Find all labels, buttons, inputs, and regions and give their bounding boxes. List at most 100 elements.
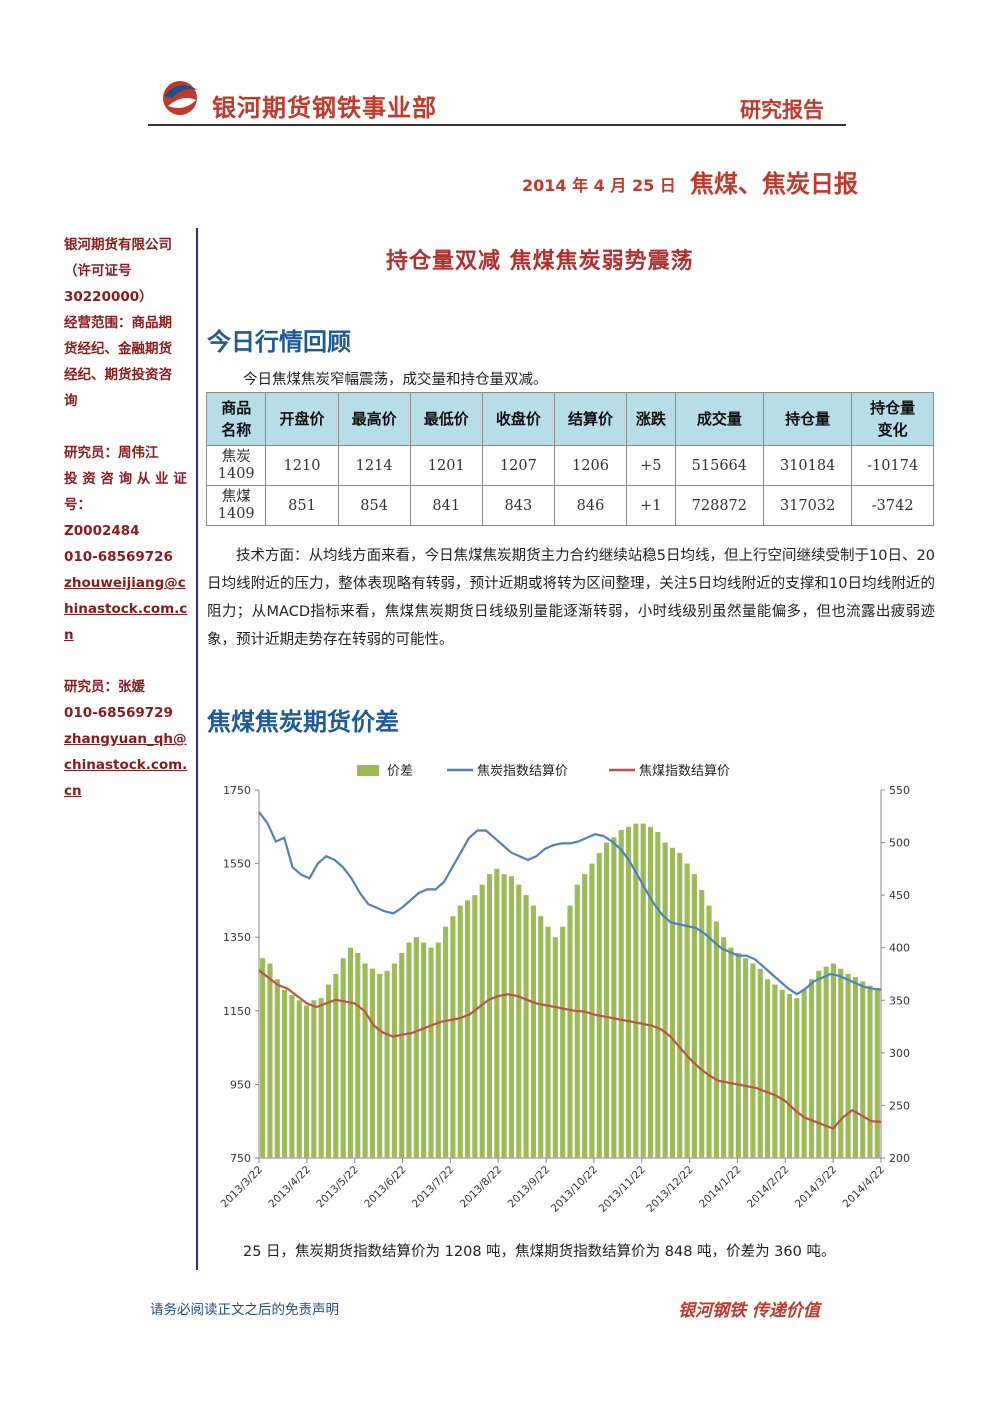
x-axis-tick-label: 2013/11/22 (597, 1164, 648, 1215)
spread-bar (655, 832, 661, 1158)
table-header-cell: 成交量 (674, 392, 765, 446)
right-axis-tick-label: 400 (889, 942, 910, 955)
right-axis-tick-label: 200 (889, 1152, 910, 1165)
spread-bar (523, 895, 529, 1158)
spread-bar (567, 905, 573, 1158)
spread-bar (669, 847, 676, 1158)
right-axis-tick-label: 350 (889, 994, 910, 1007)
spread-bar (713, 921, 719, 1158)
spread-bar (618, 829, 624, 1158)
table-cell: 851 (265, 485, 339, 526)
section-title-market-review: 今日行情回顾 (207, 328, 351, 356)
spread-bar (662, 842, 668, 1158)
x-axis-tick-label: 2014/1/22 (697, 1164, 744, 1211)
spread-bar (677, 853, 683, 1158)
table-cell: 841 (409, 485, 483, 526)
spread-bar (845, 974, 851, 1158)
spread-bar (435, 942, 441, 1158)
footer-slogan: 银河钢铁 传递价值 (678, 1301, 820, 1321)
x-axis-tick-label: 2013/6/22 (362, 1164, 409, 1211)
spread-bar (816, 970, 822, 1158)
disclaimer-note: 请务必阅读正文之后的免责声明 (150, 1302, 339, 1318)
spread-bar (830, 963, 836, 1158)
x-axis-tick-label: 2013/7/22 (410, 1164, 457, 1211)
spread-bar (296, 1000, 302, 1158)
quote-table: 商品 名称 开盘价 最高价 最低价 收盘价 结算价 涨跌 成交量 持仓量 持仓量 变化 焦炭 14… (205, 392, 934, 526)
spread-bar (325, 984, 332, 1158)
legend-swatch-bar (357, 765, 379, 776)
right-axis-tick-label: 500 (889, 837, 910, 850)
spread-bar (735, 952, 741, 1158)
spread-bar (874, 989, 880, 1158)
x-axis-tick-label: 2013/9/22 (506, 1164, 553, 1211)
spread-bar (860, 981, 866, 1158)
spread-bar (867, 985, 873, 1158)
spread-bar (640, 823, 646, 1158)
right-axis-tick-label: 550 (889, 784, 910, 797)
spread-bar (508, 876, 515, 1158)
legend-label: 焦煤指数结算价 (639, 764, 730, 779)
right-axis-tick-label: 450 (889, 889, 910, 902)
company-logo-icon (163, 81, 198, 115)
analyst-1-email-link[interactable]: zhouweijiang@chinastock.com.cn (64, 575, 188, 643)
spread-bar (486, 874, 493, 1158)
spread-bar (852, 977, 858, 1158)
table-cell: 515664 (674, 445, 765, 486)
spread-bar (333, 974, 339, 1158)
spread-bar (450, 916, 456, 1158)
table-cell: 1207 (481, 445, 555, 486)
x-axis-tick-label: 2013/5/22 (314, 1164, 361, 1211)
company-name: 银河期货钢铁事业部 (212, 94, 437, 122)
right-axis-tick-label: 250 (889, 1099, 910, 1112)
spread-bar (384, 970, 390, 1158)
spread-bar (786, 993, 793, 1158)
spread-bar (772, 984, 778, 1158)
technical-analysis-paragraph: 技术方面：从均线方面来看，今日焦煤焦炭期货主力合约继续站稳5日均线，但上行空间继… (207, 548, 935, 648)
table-cell: +1 (626, 485, 676, 526)
analyst-2-email-link[interactable]: zhangyuan_qh@chinastock.com.cn (64, 731, 188, 799)
left-axis-tick-label: 1150 (223, 1005, 251, 1018)
sidebar-divider (196, 228, 198, 1270)
spread-bar (779, 989, 785, 1158)
spread-bar (472, 895, 478, 1158)
table-cell: 317032 (762, 485, 853, 526)
spread-bar (421, 942, 427, 1158)
spread-bar (538, 916, 544, 1158)
spread-bar (340, 958, 346, 1158)
coke-index-line (258, 811, 882, 996)
x-axis-tick-label: 2013/8/22 (458, 1164, 505, 1211)
spread-bar (399, 952, 405, 1158)
spread-bar (545, 926, 551, 1158)
spread-bar (428, 947, 434, 1158)
table-header-row: 商品 名称 开盘价 最高价 最低价 收盘价 结算价 涨跌 成交量 持仓量 持仓量 变化 (205, 392, 934, 446)
spread-bar (728, 947, 734, 1158)
x-axis-tick-label: 2014/2/22 (745, 1164, 792, 1211)
spread-bar (721, 937, 727, 1158)
spread-bar (289, 995, 295, 1158)
spread-bar (304, 1005, 310, 1158)
report-headline: 持仓量双减 焦煤焦炭弱势震荡 (386, 249, 694, 274)
sidebar-company-info: 银河期货有限公司 （许可证号 30220000） 经营范围：商品期 货经纪、金融… (64, 237, 172, 409)
table-header-cell: 收盘价 (481, 392, 555, 446)
table-header-cell: 商品 名称 (205, 392, 267, 446)
spread-bar (560, 926, 566, 1158)
spread-bar (743, 958, 749, 1158)
spread-bar (684, 863, 690, 1158)
table-row: 焦炭 1409 1210 1214 1201 1207 1206 +5 515664 31018… (205, 445, 934, 486)
table-cell: 854 (337, 485, 411, 526)
table-cell: -3742 (851, 485, 934, 526)
spread-bar (413, 937, 419, 1158)
x-axis-tick-label: 2013/12/22 (644, 1164, 695, 1215)
table-cell: -10174 (851, 445, 934, 486)
table-cell: 1201 (409, 445, 483, 486)
table-header-cell: 持仓量 (762, 392, 853, 446)
left-axis-tick-label: 1550 (223, 858, 251, 871)
report-name: 焦煤、焦炭日报 (690, 170, 858, 198)
report-date: 2014 年 4 月 25 日 (522, 176, 676, 195)
table-header-cell: 涨跌 (626, 392, 676, 446)
spread-bar (808, 979, 815, 1158)
spread-bar (457, 905, 463, 1158)
spread-bar (282, 989, 288, 1158)
table-header-cell: 最高价 (337, 392, 411, 446)
spread-bar (377, 974, 383, 1158)
